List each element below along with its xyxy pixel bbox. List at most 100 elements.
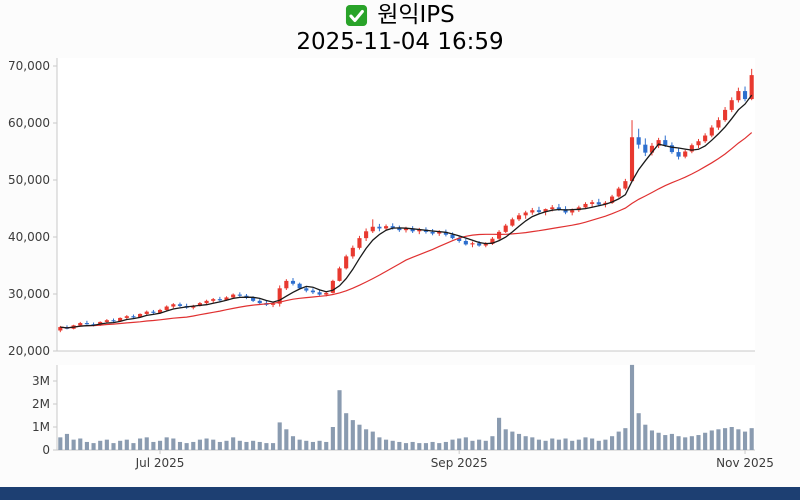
candle-body <box>543 209 548 212</box>
volume-bar <box>344 413 349 450</box>
title-row: 원익IPS <box>0 2 800 28</box>
x-tick-label: Nov 2025 <box>716 456 774 470</box>
volume-bar <box>98 440 103 450</box>
price-tick-label: 20,000 <box>8 344 50 358</box>
volume-bar <box>171 438 176 450</box>
volume-bar <box>290 436 296 450</box>
candle-body <box>563 209 568 213</box>
volume-bar <box>590 438 595 450</box>
volume-bar <box>689 436 694 450</box>
candle-body <box>270 303 276 305</box>
volume-bar <box>111 443 116 450</box>
volume-bar <box>91 443 96 450</box>
volume-tick-label: 0 <box>42 443 50 457</box>
volume-bar <box>709 430 714 450</box>
volume-bar <box>656 432 661 450</box>
stock-chart: 70,000 60,000 50,000 40,000 30,000 20,000 3M 2M… <box>8 58 774 470</box>
candle-body <box>251 297 256 301</box>
volume-bar <box>623 428 628 450</box>
candle-body <box>649 145 655 153</box>
candle-body <box>636 137 641 145</box>
volume-bar <box>277 422 282 450</box>
candle-body <box>144 311 149 314</box>
candle-body <box>516 215 522 220</box>
candle-body <box>118 317 123 322</box>
volume-bars <box>58 364 754 450</box>
candle-body <box>171 304 176 307</box>
price-tick-label: 50,000 <box>8 173 50 187</box>
candle-body <box>383 226 389 229</box>
volume-bar <box>410 441 415 450</box>
candle-body <box>84 323 89 325</box>
candle-body <box>742 91 748 100</box>
candle-body <box>197 303 202 306</box>
volume-bar <box>71 439 76 450</box>
volume-bar <box>377 437 382 450</box>
volume-bar <box>523 436 528 450</box>
volume-bar <box>749 428 754 450</box>
candle-body <box>490 238 495 244</box>
volume-tick-label: 1M <box>32 420 50 434</box>
candles <box>58 68 754 333</box>
volume-bar <box>423 443 429 450</box>
volume-bar <box>131 443 136 450</box>
volume-bar <box>284 429 289 450</box>
candle-body <box>164 306 169 310</box>
volume-bar <box>649 430 655 450</box>
volume-bar <box>184 443 189 450</box>
volume-bar <box>197 439 202 450</box>
candle-body <box>610 196 615 203</box>
volume-bar <box>603 439 608 450</box>
x-tick-label: Jul 2025 <box>135 456 185 470</box>
candle-body <box>377 226 382 229</box>
volume-bar <box>696 435 701 450</box>
candle-body <box>324 292 329 295</box>
volume-bar <box>78 438 83 450</box>
volume-bar <box>164 437 169 450</box>
candle-body <box>709 127 714 136</box>
volume-bar <box>596 440 601 450</box>
candle-body <box>550 207 555 210</box>
candle-body <box>410 228 415 232</box>
candle-body <box>224 297 229 301</box>
candle-body <box>437 231 442 234</box>
candle-body <box>450 234 455 239</box>
bottom-bar <box>0 487 800 500</box>
volume-bar <box>224 440 229 450</box>
candle-body <box>643 144 648 153</box>
volume-bar <box>157 440 163 450</box>
candle-body <box>104 320 109 322</box>
candle-body <box>749 75 754 100</box>
volume-bar <box>742 431 748 450</box>
candle-body <box>304 288 309 291</box>
volume-bar <box>191 441 196 450</box>
volume-bar <box>231 437 236 450</box>
candle-body <box>583 203 588 208</box>
candle-body <box>570 210 575 213</box>
volume-bar <box>118 440 123 450</box>
volume-bar <box>151 441 156 450</box>
volume-bar <box>144 437 149 450</box>
candle-body <box>443 231 448 235</box>
stock-title: 원익IPS <box>377 2 455 28</box>
volume-bar <box>463 437 468 450</box>
candle-body <box>290 280 296 284</box>
candle-body <box>364 231 369 239</box>
candle-body <box>510 219 515 226</box>
candle-body <box>556 207 561 210</box>
candle-body <box>350 247 355 257</box>
volume-bar <box>490 436 495 450</box>
candle-body <box>470 243 475 245</box>
candle-body <box>284 280 289 289</box>
candle-body <box>629 137 635 182</box>
volume-bar <box>636 413 641 450</box>
panel-backgrounds <box>57 58 755 450</box>
volume-bar <box>683 437 688 450</box>
volume-bar <box>470 440 475 450</box>
volume-bar <box>337 390 342 450</box>
volume-bar <box>497 417 502 450</box>
volume-bar <box>516 433 522 450</box>
volume-bar <box>543 440 548 450</box>
candle-body <box>403 228 409 231</box>
volume-bar <box>264 443 269 450</box>
